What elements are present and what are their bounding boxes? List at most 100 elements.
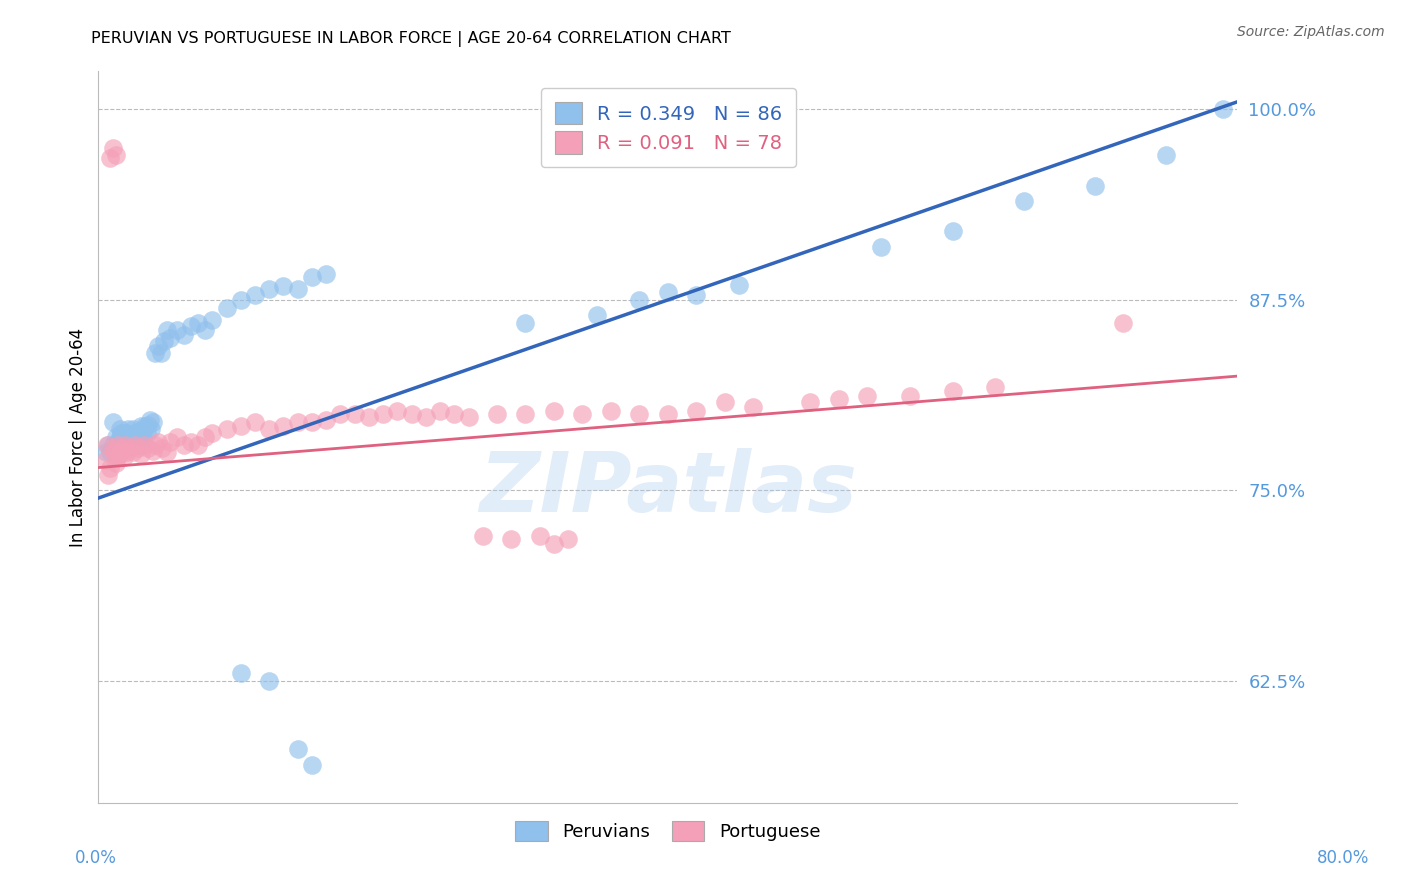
- Point: [107, 434, 129, 449]
- Point: [118, 441, 141, 455]
- Point: [828, 392, 851, 406]
- Point: [108, 422, 131, 436]
- Point: [301, 270, 323, 285]
- Point: [1084, 178, 1107, 193]
- Point: [301, 757, 323, 772]
- Point: [685, 404, 707, 418]
- Point: [117, 438, 139, 452]
- Point: [97, 468, 120, 483]
- Point: [111, 430, 134, 444]
- Point: [120, 430, 142, 444]
- Point: [111, 441, 134, 455]
- Point: [103, 445, 125, 459]
- Point: [138, 413, 160, 427]
- Point: [105, 450, 128, 464]
- Point: [118, 434, 141, 449]
- Point: [141, 415, 163, 429]
- Point: [685, 288, 707, 302]
- Point: [114, 430, 136, 444]
- Point: [128, 424, 150, 438]
- Point: [315, 267, 337, 281]
- Point: [1012, 194, 1035, 208]
- Point: [105, 438, 128, 452]
- Point: [121, 445, 143, 459]
- Point: [104, 430, 127, 444]
- Point: [112, 425, 135, 440]
- Point: [187, 316, 209, 330]
- Point: [194, 323, 217, 337]
- Point: [118, 428, 141, 442]
- Point: [529, 529, 551, 543]
- Point: [898, 389, 921, 403]
- Point: [343, 407, 366, 421]
- Point: [120, 439, 142, 453]
- Text: 80.0%: 80.0%: [1316, 849, 1369, 867]
- Point: [515, 316, 537, 330]
- Point: [201, 425, 224, 440]
- Point: [115, 425, 138, 440]
- Point: [1112, 316, 1135, 330]
- Point: [150, 346, 173, 360]
- Point: [134, 419, 156, 434]
- Point: [429, 404, 451, 418]
- Point: [180, 318, 202, 333]
- Point: [108, 447, 131, 461]
- Point: [287, 282, 309, 296]
- Point: [215, 301, 238, 315]
- Point: [114, 438, 136, 452]
- Point: [728, 277, 751, 292]
- Point: [121, 422, 143, 436]
- Point: [105, 441, 128, 455]
- Point: [373, 407, 395, 421]
- Point: [984, 380, 1007, 394]
- Point: [110, 425, 132, 440]
- Point: [112, 434, 135, 449]
- Point: [229, 666, 252, 681]
- Point: [415, 410, 437, 425]
- Point: [136, 417, 159, 432]
- Point: [104, 148, 127, 162]
- Point: [159, 434, 181, 449]
- Point: [201, 312, 224, 326]
- Point: [122, 430, 145, 444]
- Point: [124, 438, 146, 452]
- Point: [107, 438, 129, 452]
- Point: [215, 422, 238, 436]
- Point: [98, 445, 121, 459]
- Point: [129, 419, 152, 434]
- Legend: Peruvians, Portuguese: Peruvians, Portuguese: [508, 814, 828, 848]
- Point: [141, 443, 163, 458]
- Point: [159, 331, 181, 345]
- Point: [443, 407, 465, 421]
- Point: [112, 450, 135, 464]
- Point: [173, 438, 195, 452]
- Point: [103, 445, 125, 459]
- Point: [401, 407, 423, 421]
- Point: [457, 410, 479, 425]
- Point: [501, 532, 523, 546]
- Point: [115, 445, 138, 459]
- Point: [543, 537, 565, 551]
- Point: [136, 441, 159, 455]
- Point: [259, 673, 281, 688]
- Point: [1212, 103, 1234, 117]
- Point: [127, 441, 149, 455]
- Point: [148, 338, 170, 352]
- Point: [628, 407, 651, 421]
- Point: [273, 279, 295, 293]
- Point: [657, 407, 679, 421]
- Point: [166, 430, 188, 444]
- Point: [357, 410, 380, 425]
- Point: [110, 438, 132, 452]
- Point: [131, 430, 153, 444]
- Point: [243, 288, 266, 302]
- Point: [97, 438, 120, 452]
- Point: [104, 456, 127, 470]
- Text: PERUVIAN VS PORTUGUESE IN LABOR FORCE | AGE 20-64 CORRELATION CHART: PERUVIAN VS PORTUGUESE IN LABOR FORCE | …: [91, 31, 731, 47]
- Point: [145, 346, 167, 360]
- Point: [543, 404, 565, 418]
- Text: 0.0%: 0.0%: [75, 849, 117, 867]
- Point: [315, 413, 337, 427]
- Point: [153, 334, 176, 348]
- Point: [125, 432, 148, 446]
